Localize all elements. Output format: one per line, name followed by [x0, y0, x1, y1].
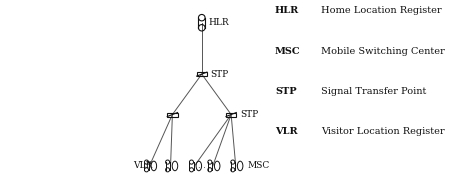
- Text: MSC: MSC: [275, 47, 301, 56]
- Text: Mobile Switching Center: Mobile Switching Center: [321, 47, 445, 56]
- Text: Home Location Register: Home Location Register: [321, 6, 442, 15]
- Text: HLR: HLR: [275, 6, 299, 15]
- Text: MSC: MSC: [248, 162, 270, 170]
- Text: STP: STP: [240, 110, 258, 119]
- Text: STP: STP: [275, 87, 297, 96]
- Text: Signal Transfer Point: Signal Transfer Point: [321, 87, 427, 96]
- Text: Visitor Location Register: Visitor Location Register: [321, 127, 445, 136]
- Text: VLR: VLR: [275, 127, 298, 136]
- Text: STP: STP: [210, 70, 229, 79]
- Text: VLR: VLR: [133, 162, 152, 170]
- Text: HLR: HLR: [208, 18, 229, 27]
- Text: . . .: . . .: [198, 161, 211, 169]
